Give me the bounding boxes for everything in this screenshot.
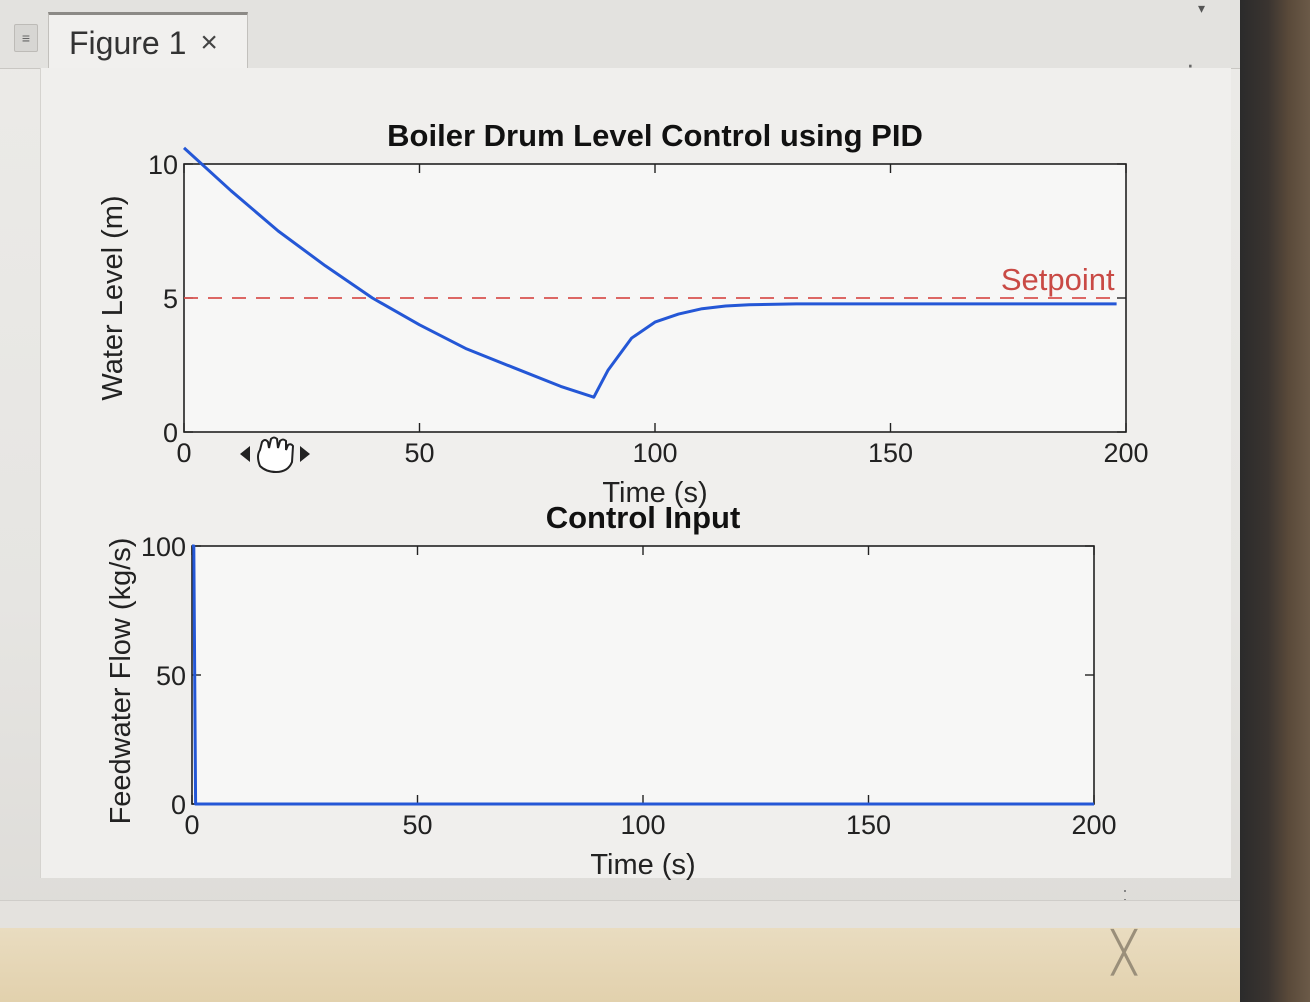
x-tick-label: 100	[632, 438, 677, 468]
y-tick-label: 50	[156, 661, 186, 691]
axes-control-input[interactable]: Control Input Time (s) Feedwater Flow (k…	[105, 500, 1117, 881]
y-tick-label: 0	[171, 790, 186, 820]
taskbar-strip	[0, 928, 1240, 1002]
y-axis-label: Feedwater Flow (kg/s)	[105, 538, 137, 825]
y-tick-label: 10	[148, 150, 178, 180]
series-lines	[182, 146, 1117, 399]
axes-box	[191, 545, 1095, 805]
close-window-icon[interactable]: ╳	[1112, 931, 1137, 975]
x-tick-label: 150	[846, 810, 891, 840]
figure-window: ≡ Figure 1 × ▾ ··· Boiler Drum Level Con…	[0, 0, 1240, 1002]
monitor-bezel	[1240, 0, 1310, 1002]
x-tick-label: 200	[1071, 810, 1116, 840]
dropdown-arrow-icon[interactable]: ▾	[1198, 0, 1206, 16]
x-tick-label: 50	[402, 810, 432, 840]
status-bar	[0, 900, 1240, 929]
tab-figure-1[interactable]: Figure 1 ×	[48, 12, 248, 71]
figure-plots: Boiler Drum Level Control using PID Time…	[97, 118, 1149, 881]
y-axis-label: Water Level (m)	[97, 195, 129, 400]
chart-title: Boiler Drum Level Control using PID	[387, 118, 923, 153]
y-ticks: 0 5 10	[148, 150, 1126, 448]
title-bar: ≡ Figure 1 ×	[0, 0, 1240, 71]
x-ticks: 0 50 100 150 200	[184, 546, 1117, 840]
setpoint-label: Setpoint	[1001, 262, 1115, 297]
tab-label: Figure 1	[69, 24, 187, 61]
x-axis-label: Time (s)	[602, 477, 707, 509]
series-line	[192, 544, 1094, 806]
y-tick-label: 0	[163, 418, 178, 448]
pan-hand-cursor-icon	[240, 436, 310, 474]
y-tick-label: 5	[163, 284, 178, 314]
x-tick-label: 0	[184, 810, 199, 840]
series-lines	[192, 544, 1094, 806]
x-tick-label: 0	[176, 438, 191, 468]
x-ticks: 0 50 100 150 200	[176, 164, 1149, 468]
y-ticks: 0 50 100	[141, 532, 1094, 820]
x-tick-label: 200	[1103, 438, 1148, 468]
y-tick-label: 100	[141, 532, 186, 562]
chart-title: Control Input	[546, 500, 741, 535]
series-line	[182, 146, 1117, 399]
x-tick-label: 150	[868, 438, 913, 468]
x-tick-label: 100	[620, 810, 665, 840]
x-axis-label: Time (s)	[590, 849, 695, 881]
x-tick-label: 50	[404, 438, 434, 468]
panel-menu-icon[interactable]: ≡	[14, 24, 38, 52]
close-icon[interactable]: ×	[200, 26, 218, 59]
axes-water-level[interactable]: Boiler Drum Level Control using PID Time…	[97, 118, 1149, 509]
